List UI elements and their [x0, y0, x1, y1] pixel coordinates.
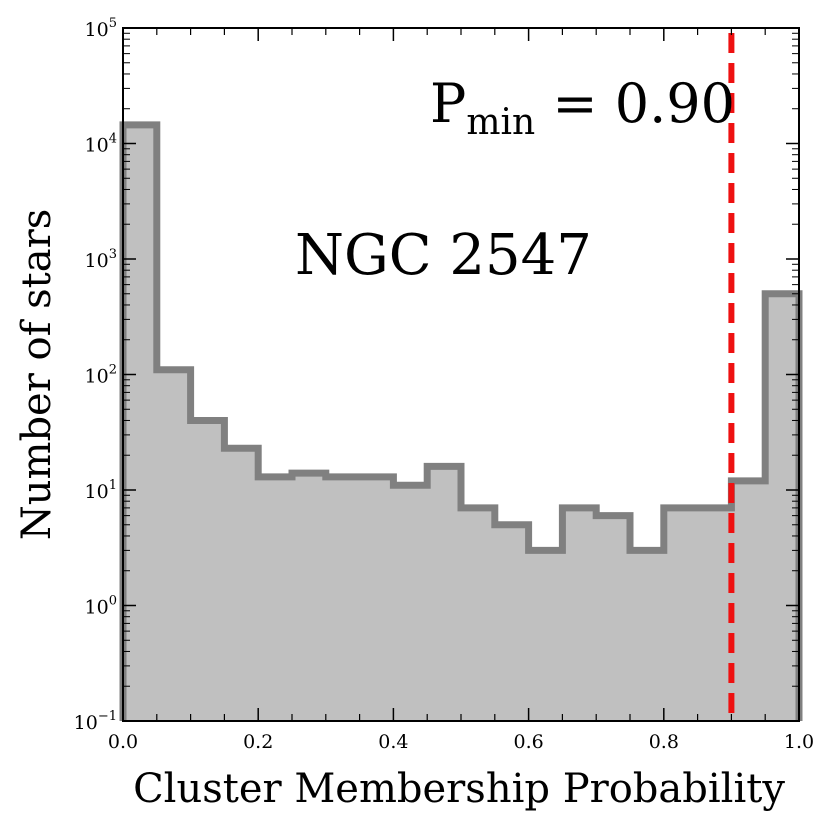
- axes: 0.0 0.2 0.4 0.6 0.8 1.0 10−1 100 101 102 103 104 105: [74, 16, 814, 753]
- y-axis-label: Number of stars: [14, 209, 60, 541]
- histogram-bar: [630, 550, 665, 721]
- histogram-bar: [765, 293, 800, 721]
- x-tick-label: 0.4: [378, 731, 408, 753]
- x-tick-label: 0.0: [108, 731, 138, 753]
- x-tick-label: 0.2: [243, 731, 273, 753]
- histogram-bar: [292, 473, 327, 721]
- histogram-bar: [224, 448, 259, 721]
- histogram-bar: [190, 420, 225, 721]
- x-tick-label: 0.6: [513, 731, 543, 753]
- histogram-bar: [528, 550, 563, 721]
- y-tick-label: 105: [85, 16, 117, 41]
- threshold-group: Pmin = 0.90: [430, 33, 735, 721]
- x-tick-label: 0.8: [649, 731, 679, 753]
- threshold-label-sub: min: [466, 102, 535, 143]
- histogram-bar: [393, 485, 428, 721]
- histogram-bar: [697, 507, 732, 721]
- y-tick-label: 10−1: [74, 709, 117, 734]
- y-tick-label: 100: [85, 594, 117, 619]
- histogram-bar: [156, 369, 192, 721]
- histogram-bar: [731, 480, 766, 721]
- histogram-bars: [119, 121, 803, 721]
- histogram-bar: [596, 515, 631, 721]
- histogram-bar: [359, 476, 394, 721]
- histogram-bar: [325, 476, 361, 721]
- histogram-bar: [663, 507, 699, 721]
- y-tick-label: 102: [85, 363, 117, 388]
- histogram-bar: [427, 466, 462, 721]
- histogram-outline: [119, 121, 803, 721]
- histogram-bar: [494, 524, 530, 721]
- threshold-label-rest: = 0.90: [535, 72, 735, 135]
- y-tick-label: 103: [85, 247, 117, 272]
- histogram-bar: [258, 476, 293, 721]
- histogram-bar: [461, 507, 496, 721]
- x-tick-label: 1.0: [784, 731, 814, 753]
- y-tick-label: 101: [85, 478, 117, 503]
- threshold-label-main: P: [430, 72, 466, 135]
- y-tick-label: 104: [85, 132, 117, 157]
- threshold-label: Pmin = 0.90: [430, 72, 735, 143]
- cluster-name-annotation: NGC 2547: [295, 223, 592, 288]
- histogram-bar: [562, 507, 597, 721]
- x-axis-label: Cluster Membership Probability: [133, 766, 785, 812]
